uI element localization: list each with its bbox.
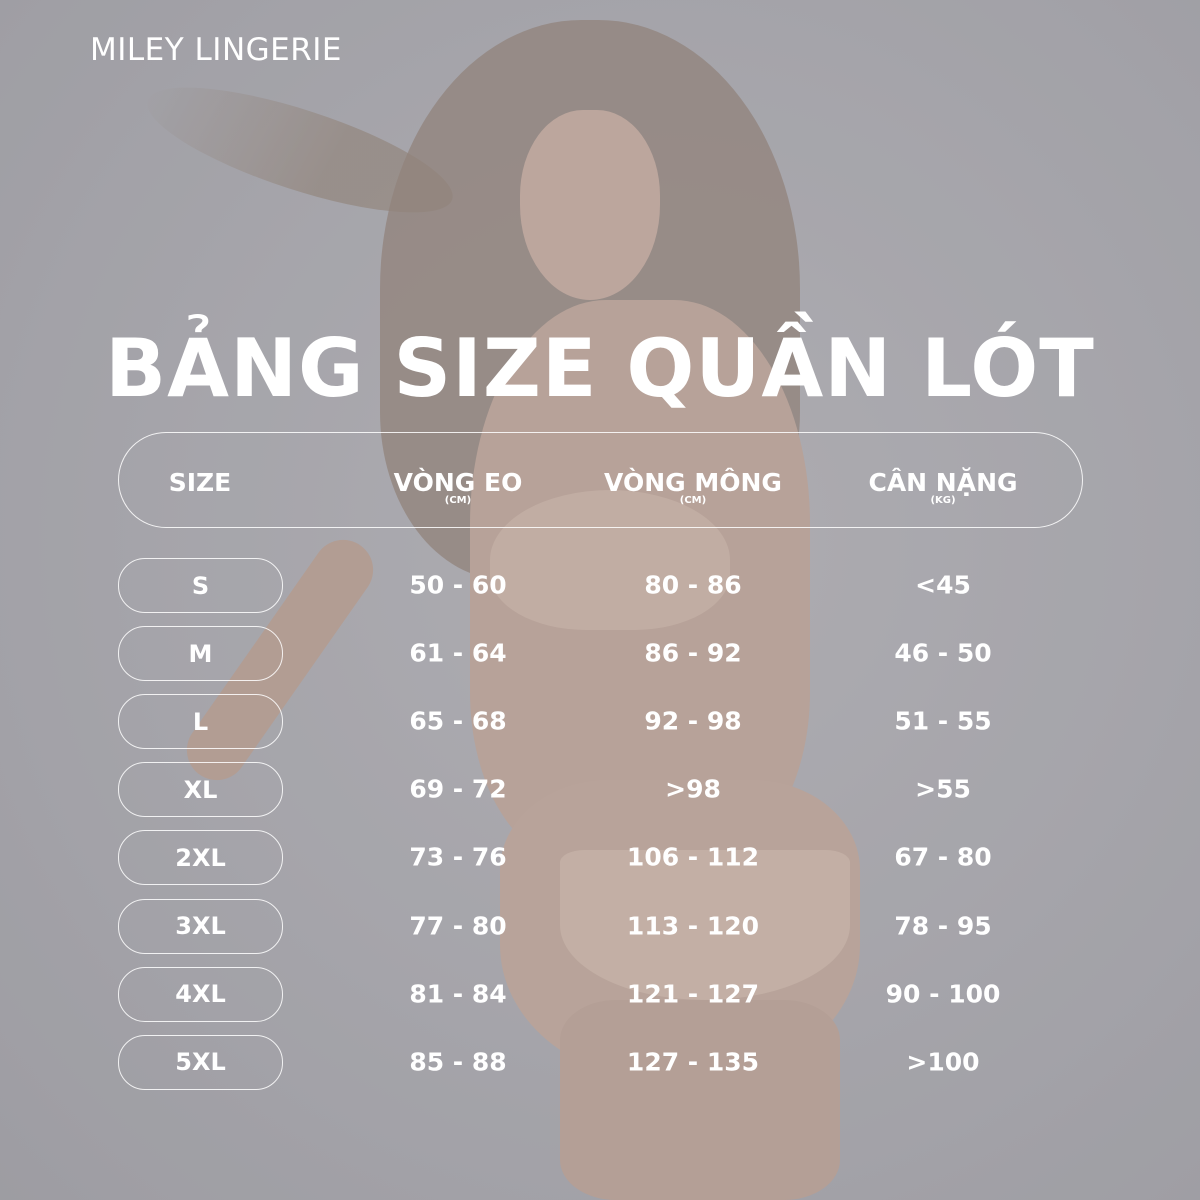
weight-cell: 90 - 100 — [885, 979, 1001, 1009]
size-pill: S — [118, 558, 283, 613]
model-bra — [490, 490, 730, 630]
brand-logo: MILEY LINGERIE — [90, 32, 343, 68]
hip-cell: 106 - 112 — [626, 842, 760, 872]
column-unit: (CM) — [679, 495, 707, 506]
column-label: SIZE — [168, 468, 232, 497]
waist-cell: 50 - 60 — [409, 570, 507, 600]
hip-cell: 127 - 135 — [626, 1047, 760, 1077]
size-pill: M — [118, 626, 283, 682]
column-header: VÒNG MÔNG (CM) — [604, 470, 782, 506]
page-title: BẢNG SIZE QUẦN LÓT — [105, 322, 1095, 415]
column-label: CÂN NẶNG — [868, 468, 1018, 497]
hip-cell: 113 - 120 — [626, 911, 760, 940]
size-pill: L — [118, 694, 283, 750]
model-face — [520, 110, 660, 300]
weight-cell: 78 - 95 — [894, 911, 992, 940]
column-label: VÒNG EO — [393, 468, 523, 497]
model-legs — [560, 1000, 840, 1200]
weight-cell: >55 — [915, 774, 971, 804]
waist-cell: 61 - 64 — [409, 638, 507, 668]
column-label: VÒNG MÔNG — [604, 468, 782, 497]
size-pill: 3XL — [118, 898, 283, 954]
size-pill: XL — [118, 762, 283, 818]
waist-cell: 77 - 80 — [409, 911, 507, 940]
table-header — [118, 432, 1083, 528]
column-header: VÒNG EO (CM) — [394, 470, 523, 506]
size-pill: 4XL — [118, 966, 283, 1022]
waist-cell: 81 - 84 — [409, 979, 507, 1009]
waist-cell: 85 - 88 — [409, 1047, 507, 1077]
weight-cell: 67 - 80 — [894, 842, 992, 872]
hip-cell: 86 - 92 — [644, 638, 742, 668]
size-pill: 2XL — [118, 830, 283, 886]
model-brief — [560, 850, 850, 1000]
hip-cell: >98 — [665, 774, 721, 804]
column-unit: (KG) — [930, 495, 956, 506]
column-header: SIZE — [169, 470, 232, 496]
waist-cell: 69 - 72 — [409, 774, 507, 804]
waist-cell: 65 - 68 — [409, 706, 507, 736]
column-unit: (CM) — [444, 495, 472, 506]
weight-cell: 51 - 55 — [894, 706, 992, 736]
hip-cell: 121 - 127 — [626, 979, 760, 1009]
hip-cell: 80 - 86 — [644, 570, 742, 600]
size-pill: 5XL — [118, 1034, 283, 1090]
weight-cell: >100 — [906, 1047, 980, 1077]
weight-cell: <45 — [915, 570, 971, 600]
weight-cell: 46 - 50 — [894, 638, 992, 668]
column-header: CÂN NẶNG (KG) — [868, 470, 1017, 506]
hip-cell: 92 - 98 — [644, 706, 742, 736]
waist-cell: 73 - 76 — [409, 842, 507, 872]
